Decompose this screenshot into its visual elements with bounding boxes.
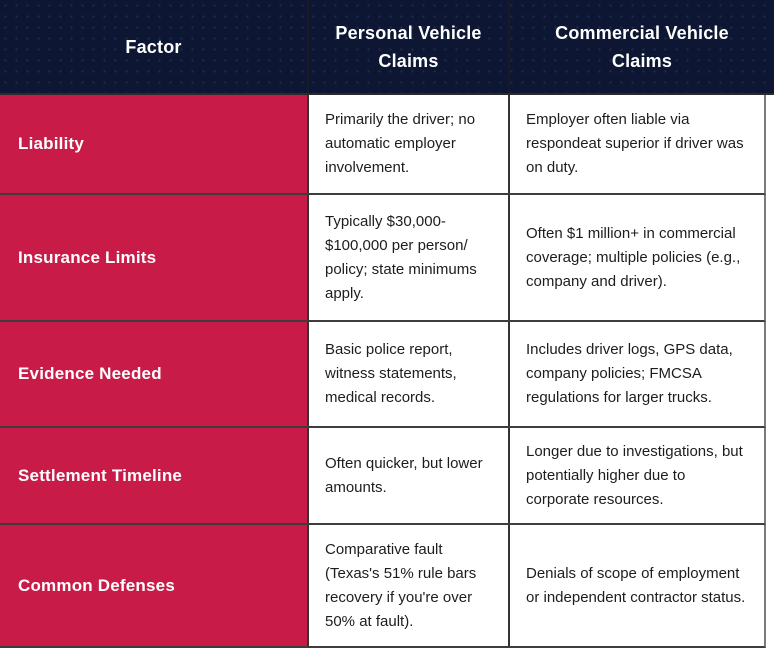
personal-claims-cell: Typically $30,000- $100,000 per person/ … bbox=[307, 195, 508, 320]
personal-claims-cell: Basic police report, witness statements,… bbox=[307, 322, 508, 426]
personal-claims-cell: Comparative fault (Texas's 51% rule bars… bbox=[307, 525, 508, 646]
factor-label: Evidence Needed bbox=[0, 322, 307, 426]
personal-claims-cell: Often quicker, but lower amounts. bbox=[307, 428, 508, 523]
factor-label: Insurance Limits bbox=[0, 195, 307, 320]
cell-text: Typically $30,000- $100,000 per person/ … bbox=[325, 212, 477, 302]
cell-text: Primarily the driver; no automatic emplo… bbox=[325, 111, 476, 176]
cell-text: Longer due to investigations, but potent… bbox=[526, 442, 743, 508]
cell-text: Includes driver logs, GPS data, company … bbox=[526, 341, 733, 406]
table-row-settlement-timeline: Settlement Timeline Often quicker, but l… bbox=[0, 428, 766, 525]
table-row-common-defenses: Common Defenses Comparative fault (Texas… bbox=[0, 525, 766, 648]
commercial-claims-cell: Includes driver logs, GPS data, company … bbox=[508, 322, 764, 426]
table-row-evidence-needed: Evidence Needed Basic police report, wit… bbox=[0, 322, 766, 428]
header-cell-personal-vehicle-claims: Personal Vehicle Claims bbox=[307, 0, 508, 93]
header-cell-commercial-vehicle-claims: Commercial Vehicle Claims bbox=[508, 0, 774, 93]
table-row-liability: Liability Primarily the driver; no autom… bbox=[0, 95, 766, 195]
commercial-claims-cell: Longer due to investigations, but potent… bbox=[508, 428, 764, 523]
factor-label: Common Defenses bbox=[0, 525, 307, 646]
cell-text: Often quicker, but lower amounts. bbox=[325, 454, 483, 496]
commercial-claims-cell: Denials of scope of employment or indepe… bbox=[508, 525, 764, 646]
factor-label: Liability bbox=[0, 95, 307, 193]
personal-claims-cell: Primarily the driver; no automatic emplo… bbox=[307, 95, 508, 193]
commercial-claims-cell: Often $1 million+ in commercial coverage… bbox=[508, 195, 764, 320]
cell-text: Often $1 million+ in commercial coverage… bbox=[526, 224, 741, 290]
header-cell-factor: Factor bbox=[125, 36, 182, 57]
factor-label: Settlement Timeline bbox=[0, 428, 307, 523]
cell-text: Basic police report, witness statements,… bbox=[325, 341, 457, 406]
cell-text: Denials of scope of employment or indepe… bbox=[526, 564, 746, 606]
cell-text: Employer often liable via respondeat sup… bbox=[526, 111, 744, 176]
table-row-insurance-limits: Insurance Limits Typically $30,000- $100… bbox=[0, 195, 766, 322]
commercial-claims-cell: Employer often liable via respondeat sup… bbox=[508, 95, 764, 193]
cell-text: Comparative fault (Texas's 51% rule bars… bbox=[325, 540, 477, 630]
table-header-row: Factor Personal Vehicle Claims Commercia… bbox=[0, 0, 774, 95]
